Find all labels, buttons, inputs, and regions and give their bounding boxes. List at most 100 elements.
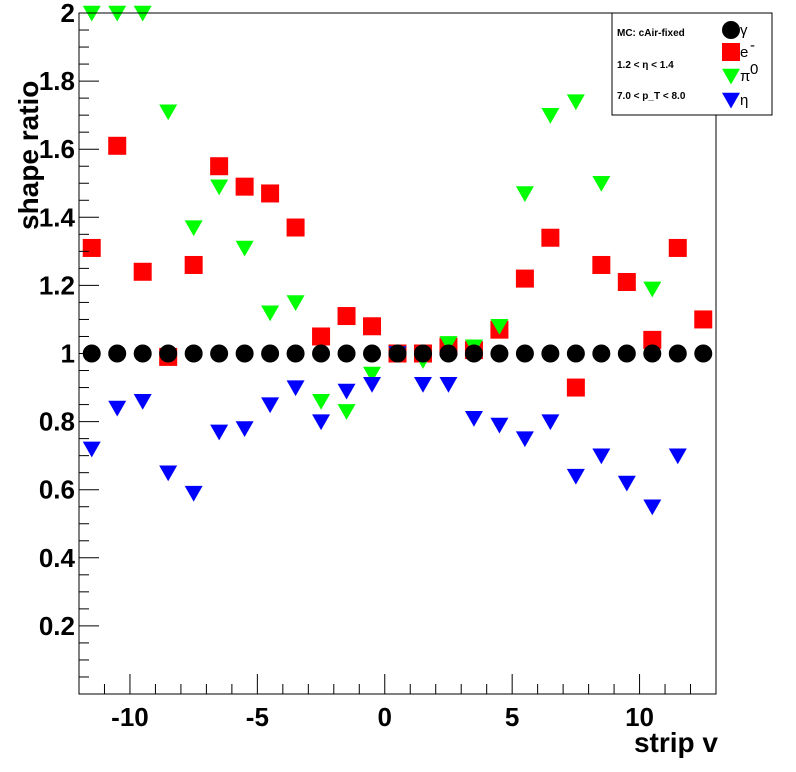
- data-point-series-3: [464, 410, 483, 427]
- data-point-series-2: [643, 281, 662, 298]
- data-point-series-3: [566, 468, 585, 485]
- data-point-series-1: [515, 269, 534, 288]
- data-point-series-0: [286, 344, 305, 363]
- data-point-series-3: [490, 417, 509, 434]
- y-axis-label: shape ratio: [13, 81, 44, 230]
- data-point-series-0: [363, 344, 382, 363]
- data-point-series-3: [439, 376, 458, 393]
- series-0: [82, 344, 713, 363]
- data-point-series-0: [261, 344, 280, 363]
- data-point-series-3: [363, 376, 382, 393]
- y-tick-label: 2: [61, 0, 75, 28]
- legend-symbol-2: [722, 68, 740, 85]
- data-point-series-3: [413, 376, 432, 393]
- data-point-series-0: [515, 344, 534, 363]
- legend-symbol-1: [722, 43, 740, 61]
- data-point-series-0: [184, 344, 203, 363]
- data-point-series-1: [566, 378, 585, 397]
- data-point-series-3: [286, 380, 305, 397]
- data-point-series-3: [592, 448, 611, 465]
- legend-symbol-3: [722, 92, 740, 109]
- y-tick-label: 1.8: [39, 66, 75, 96]
- data-point-series-1: [108, 136, 127, 155]
- data-point-series-0: [159, 344, 178, 363]
- y-tick-label: 0.6: [39, 475, 75, 505]
- data-point-series-2: [133, 5, 152, 22]
- data-point-series-1: [617, 272, 636, 291]
- data-marks: [82, 5, 713, 516]
- data-point-series-3: [108, 400, 127, 417]
- data-point-series-0: [312, 344, 331, 363]
- legend-series-superscript: 0: [750, 61, 758, 78]
- legend-line: 1.2 < η < 1.4: [617, 60, 674, 71]
- legend-series-superscript: -: [750, 37, 755, 54]
- y-tick-label: 0.4: [39, 543, 76, 573]
- data-point-series-3: [235, 421, 254, 437]
- data-point-series-0: [541, 344, 560, 363]
- data-point-series-1: [541, 228, 560, 247]
- y-tick-label: 1.2: [39, 270, 75, 300]
- data-point-series-0: [388, 344, 407, 363]
- data-point-series-2: [82, 5, 101, 22]
- x-tick-label: -10: [111, 702, 149, 732]
- data-point-series-0: [643, 344, 662, 363]
- data-point-series-1: [312, 327, 331, 346]
- data-point-series-0: [108, 344, 127, 363]
- data-point-series-3: [643, 499, 662, 516]
- data-point-series-0: [490, 344, 509, 363]
- data-point-series-3: [617, 475, 636, 492]
- data-point-series-2: [286, 295, 305, 311]
- data-point-series-3: [133, 393, 152, 410]
- data-point-series-0: [668, 344, 687, 363]
- data-point-series-1: [235, 177, 254, 196]
- data-point-series-3: [261, 397, 280, 414]
- data-point-series-0: [464, 344, 483, 363]
- x-tick-label: 5: [505, 702, 519, 732]
- legend-box: [611, 12, 773, 116]
- data-point-series-2: [592, 176, 611, 192]
- data-point-series-0: [337, 344, 356, 363]
- data-point-series-0: [617, 344, 636, 363]
- legend-series-name: e: [740, 44, 748, 61]
- data-point-series-1: [184, 255, 203, 274]
- legend-symbol-0: [722, 21, 740, 39]
- y-tick-label: 0.8: [39, 407, 75, 437]
- data-point-series-2: [566, 94, 585, 111]
- data-point-series-0: [133, 344, 152, 363]
- data-point-series-1: [286, 218, 305, 237]
- data-point-series-2: [490, 319, 509, 335]
- data-point-series-2: [541, 107, 560, 124]
- y-tick-label: 1.6: [39, 134, 75, 164]
- data-point-series-1: [694, 310, 713, 329]
- legend-series-name: γ: [740, 22, 748, 39]
- y-tick-label: 1: [61, 339, 75, 369]
- y-tick-label: 1.4: [39, 202, 76, 232]
- data-point-series-1: [337, 307, 356, 326]
- x-tick-label: -5: [246, 702, 269, 732]
- data-point-series-3: [159, 465, 178, 482]
- data-point-series-1: [133, 262, 152, 281]
- data-point-series-3: [337, 383, 356, 400]
- data-point-series-0: [592, 344, 611, 363]
- data-point-series-2: [312, 393, 331, 410]
- data-point-series-1: [668, 238, 687, 257]
- data-point-series-1: [261, 184, 280, 203]
- x-axis-ticks: -10 -5 0 5 10: [78, 674, 717, 732]
- data-point-series-0: [566, 344, 585, 363]
- data-point-series-2: [108, 5, 127, 22]
- data-point-series-0: [235, 344, 254, 363]
- data-point-series-1: [592, 255, 611, 274]
- data-point-series-0: [210, 344, 229, 363]
- series-2: [82, 5, 662, 420]
- data-point-series-3: [515, 431, 534, 448]
- y-tick-label: 0.2: [39, 611, 75, 641]
- data-point-series-3: [312, 414, 331, 431]
- data-point-series-2: [363, 366, 382, 383]
- legend-line: MC: cAir-fixed: [617, 28, 685, 39]
- data-point-series-3: [210, 424, 229, 441]
- x-tick-label: 10: [625, 702, 654, 732]
- legend: MC: cAir-fixed 1.2 < η < 1.4 7.0 < p_T < 8…: [611, 12, 773, 116]
- data-point-series-2: [439, 336, 458, 352]
